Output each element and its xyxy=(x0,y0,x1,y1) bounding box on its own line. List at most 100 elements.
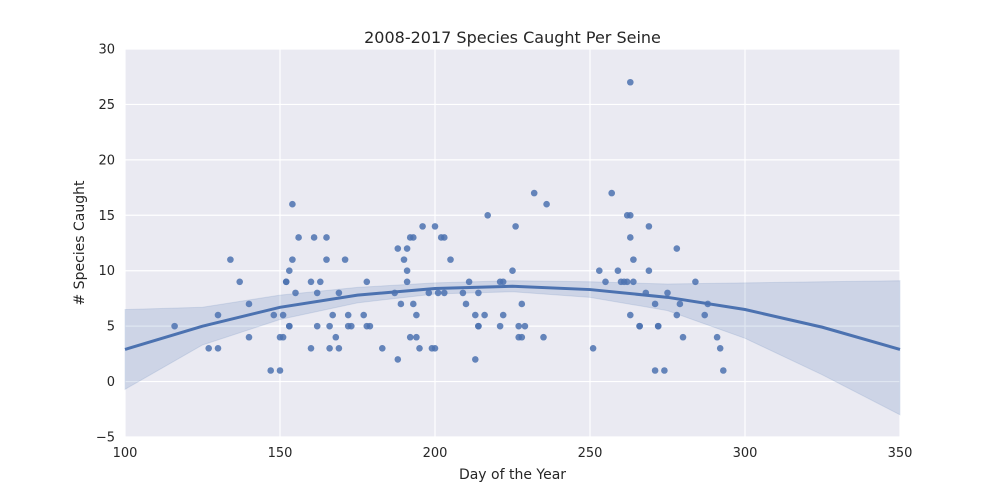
data-point xyxy=(679,333,687,341)
data-point xyxy=(313,322,321,330)
data-point xyxy=(431,345,439,352)
data-point xyxy=(645,267,653,275)
data-point xyxy=(496,322,504,330)
y-tick-label: 5 xyxy=(107,320,115,335)
data-point xyxy=(344,311,352,319)
data-point xyxy=(614,267,622,275)
data-point xyxy=(214,345,222,352)
x-axis-label: Day of the Year xyxy=(459,467,566,483)
data-point xyxy=(313,289,321,297)
data-point xyxy=(282,278,290,286)
y-tick-label: 0 xyxy=(107,375,115,390)
data-point xyxy=(518,333,526,341)
data-point xyxy=(245,333,253,341)
data-point xyxy=(279,333,287,341)
data-point xyxy=(441,234,448,241)
data-point xyxy=(307,278,315,286)
data-point xyxy=(332,333,340,341)
data-point xyxy=(419,223,426,230)
data-point xyxy=(676,300,684,308)
data-point xyxy=(627,311,634,319)
data-point xyxy=(661,367,668,374)
data-point xyxy=(462,300,470,308)
data-point xyxy=(410,234,417,241)
data-point xyxy=(403,267,411,275)
x-tick-label: 150 xyxy=(268,446,293,461)
data-point xyxy=(509,267,516,275)
y-tick-label: −5 xyxy=(96,431,115,446)
data-point xyxy=(236,278,243,286)
data-point xyxy=(673,311,681,319)
data-point xyxy=(596,267,603,275)
data-point xyxy=(627,211,634,219)
data-point xyxy=(518,300,526,308)
plot-background xyxy=(125,49,900,437)
data-point xyxy=(360,311,368,319)
data-point xyxy=(720,367,727,374)
data-point xyxy=(425,289,433,297)
data-point xyxy=(701,311,708,319)
data-point xyxy=(326,345,333,352)
data-point xyxy=(400,256,408,263)
data-point xyxy=(515,322,522,330)
data-point xyxy=(413,311,420,319)
data-point xyxy=(630,278,637,286)
data-point xyxy=(292,289,299,297)
data-point xyxy=(499,278,507,286)
data-point xyxy=(406,333,414,341)
data-point xyxy=(543,200,550,208)
data-point xyxy=(692,278,699,286)
data-point xyxy=(348,322,355,330)
data-point xyxy=(716,345,724,352)
data-point xyxy=(627,234,634,241)
data-point xyxy=(289,200,296,208)
data-point xyxy=(317,278,324,286)
data-point xyxy=(664,289,671,297)
data-point xyxy=(295,234,302,241)
data-point xyxy=(636,322,643,330)
y-tick-label: 10 xyxy=(98,264,115,279)
data-point xyxy=(472,356,479,363)
data-point xyxy=(484,211,492,219)
y-tick-label: 15 xyxy=(98,209,115,224)
data-point xyxy=(651,367,659,374)
data-point xyxy=(171,322,178,330)
data-point xyxy=(654,322,662,330)
data-point xyxy=(335,289,343,297)
data-point xyxy=(540,333,547,341)
data-point xyxy=(530,189,538,197)
data-point xyxy=(413,333,420,341)
y-axis-label: # Species Caught xyxy=(72,180,88,305)
y-tick-label: 20 xyxy=(98,153,115,168)
data-point xyxy=(310,234,318,241)
data-point xyxy=(323,234,330,241)
data-point xyxy=(394,356,402,363)
data-points-layer xyxy=(171,78,727,374)
data-point xyxy=(459,289,467,297)
data-point xyxy=(431,223,439,230)
data-point xyxy=(276,367,284,374)
grid-lines xyxy=(124,48,901,438)
data-point xyxy=(289,256,296,263)
data-point xyxy=(267,367,275,374)
data-point xyxy=(447,256,454,263)
data-point xyxy=(245,300,253,308)
fit-line-layer xyxy=(124,284,901,351)
data-point xyxy=(403,245,411,252)
data-point xyxy=(307,345,315,352)
data-point xyxy=(441,289,448,297)
data-point xyxy=(326,322,333,330)
data-point xyxy=(366,322,374,330)
data-point xyxy=(279,311,287,319)
tick-labels: 100 150 200 250 300 350 −5 0 5 10 15 20 25 30 xyxy=(96,43,913,462)
data-point xyxy=(475,289,482,297)
data-point xyxy=(379,345,386,352)
data-point xyxy=(270,311,278,319)
x-tick-label: 200 xyxy=(423,446,448,461)
data-point xyxy=(475,322,482,330)
data-point xyxy=(214,311,222,319)
data-point xyxy=(472,311,479,319)
data-point xyxy=(363,278,371,286)
